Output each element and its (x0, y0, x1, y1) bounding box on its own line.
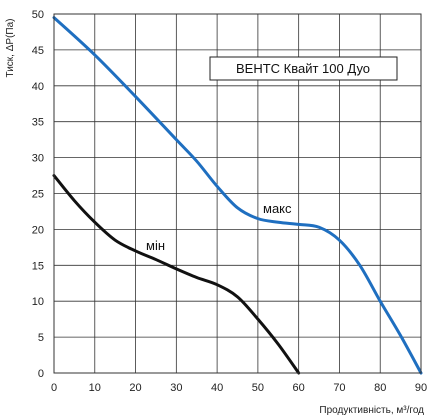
x-tick-label: 80 (374, 382, 386, 394)
x-tick-label: 20 (129, 382, 141, 394)
y-axis-label: Тиск, ΔР(Па) (5, 19, 16, 78)
y-tick-label: 50 (32, 9, 44, 21)
y-tick-label: 30 (32, 153, 44, 165)
x-tick-label: 10 (89, 382, 101, 394)
y-tick-labels: 0 5 10 15 20 25 30 35 40 45 50 (32, 9, 44, 380)
series-line-max (52, 16, 423, 375)
x-tick-labels: 0 10 20 30 40 50 60 70 80 90 (51, 382, 427, 394)
x-tick-label: 90 (415, 382, 427, 394)
x-tick-label: 70 (333, 382, 345, 394)
series-line-min (52, 174, 301, 375)
y-tick-label: 15 (32, 260, 44, 272)
series-lines (52, 16, 423, 375)
y-tick-label: 5 (38, 332, 44, 344)
y-tick-label: 35 (32, 117, 44, 129)
y-tick-label: 25 (32, 189, 44, 201)
x-axis-label: Продуктивність, м³/год (319, 405, 424, 416)
x-tick-label: 50 (252, 382, 264, 394)
plot-frame (53, 13, 422, 374)
title-box-frame (209, 56, 398, 81)
x-tick-label: 0 (51, 382, 57, 394)
y-tick-label: 20 (32, 224, 44, 236)
x-tick-label: 60 (293, 382, 305, 394)
x-tick-label: 30 (170, 382, 182, 394)
chart-title: ВЕНТС Квайт 100 Дуо (236, 61, 370, 76)
x-tick-label: 40 (211, 382, 223, 394)
title-box: ВЕНТС Квайт 100 Дуо (209, 56, 398, 81)
y-tick-label: 45 (32, 45, 44, 57)
y-tick-label: 40 (32, 81, 44, 93)
series-label-max: макс (263, 201, 292, 216)
y-tick-label: 0 (38, 368, 44, 380)
series-label-min: мін (146, 238, 165, 253)
y-tick-label: 10 (32, 296, 44, 308)
